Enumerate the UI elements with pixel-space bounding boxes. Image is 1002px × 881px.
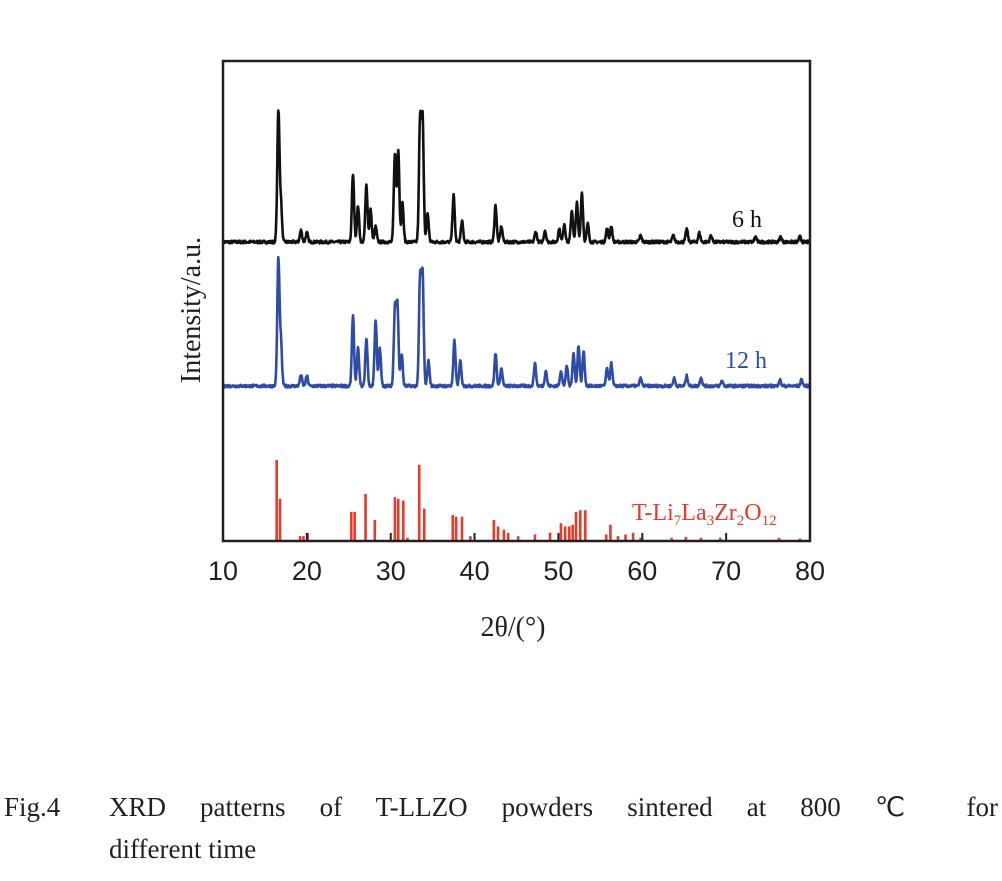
reference-stick: [406, 537, 409, 541]
x-tick-label-70: 70: [711, 556, 741, 586]
x-tick-label-10: 10: [208, 556, 238, 586]
reference-stick: [506, 532, 510, 541]
reference-stick: [396, 498, 400, 541]
reference-stick: [548, 532, 552, 541]
reference-stick: [298, 536, 302, 541]
reference-stick: [401, 500, 405, 541]
reference-stick: [516, 536, 520, 541]
reference-stick: [699, 537, 703, 541]
reference-stick: [631, 532, 635, 541]
x-tick-label-30: 30: [376, 556, 406, 586]
x-axis-title: 2θ/(°): [480, 612, 545, 643]
reference-stick: [571, 524, 574, 541]
reference-stick: [492, 519, 496, 541]
plot-frame: [221, 59, 812, 543]
reference-stick: [417, 464, 421, 541]
reference-stick: [718, 537, 722, 541]
series-layer: [221, 109, 812, 541]
reference-stick: [559, 523, 563, 541]
reference-stick: [278, 498, 282, 541]
reference-stick: [533, 534, 537, 541]
reference-stick: [275, 460, 278, 541]
reference-stick: [302, 536, 305, 541]
reference-stick: [563, 526, 567, 541]
series-6-h: [221, 109, 811, 245]
reference-stick: [451, 515, 455, 541]
reference-stick: [684, 536, 688, 541]
x-tick-label-40: 40: [460, 556, 490, 586]
reference-stick: [574, 511, 578, 541]
reference-stick: [454, 516, 458, 541]
caption-line-2: different time: [109, 834, 257, 864]
figure-caption: Fig.4 XRD patterns of T-LLZO powders sin…: [4, 786, 998, 870]
reference-stick: [568, 526, 571, 541]
reference-stick: [469, 536, 472, 541]
x-axis: 10 20 30 40 50 60 70 80: [208, 533, 825, 586]
reference-stick: [460, 516, 464, 541]
reference-label: T-Li7La3Zr2O12: [632, 500, 777, 529]
reference-stick: [496, 526, 500, 541]
reference-stick: [502, 529, 506, 541]
x-tick-label-80: 80: [795, 556, 825, 586]
reference-stick: [364, 494, 367, 541]
reference-stick: [583, 510, 587, 541]
reference-stick: [616, 536, 620, 541]
series-line-6-h: [221, 109, 811, 245]
series-label-6h: 6 h: [732, 207, 762, 233]
reference-stick: [624, 534, 627, 541]
reference-stick: [609, 524, 612, 541]
reference-stick: [670, 537, 673, 541]
x-tick-label-50: 50: [543, 556, 573, 586]
reference-stick: [422, 508, 426, 541]
figure-number: Fig.4: [4, 792, 61, 822]
reference-stick: [604, 534, 608, 541]
xrd-chart: 10 20 30 40 50 60 70 80 Intensity/a.u. 2θ/(°) 6…: [176, 59, 825, 643]
y-axis-title: Intensity/a.u.: [176, 237, 207, 383]
x-tick-label-20: 20: [292, 556, 322, 586]
reference-stick: [777, 537, 781, 541]
reference-stick: [373, 519, 377, 541]
x-tick-label-60: 60: [627, 556, 657, 586]
series-line-12-h: [221, 255, 812, 389]
caption-line-1: XRD patterns of T-LLZO powders sintered …: [109, 792, 998, 822]
series-t-li7la3zr2o12: [275, 460, 802, 541]
reference-stick: [353, 511, 356, 541]
reference-stick: [350, 511, 353, 541]
reference-stick: [393, 497, 397, 541]
series-label-12h: 12 h: [725, 348, 767, 374]
reference-stick: [639, 537, 642, 541]
reference-stick: [578, 510, 582, 541]
series-12-h: [221, 255, 812, 389]
